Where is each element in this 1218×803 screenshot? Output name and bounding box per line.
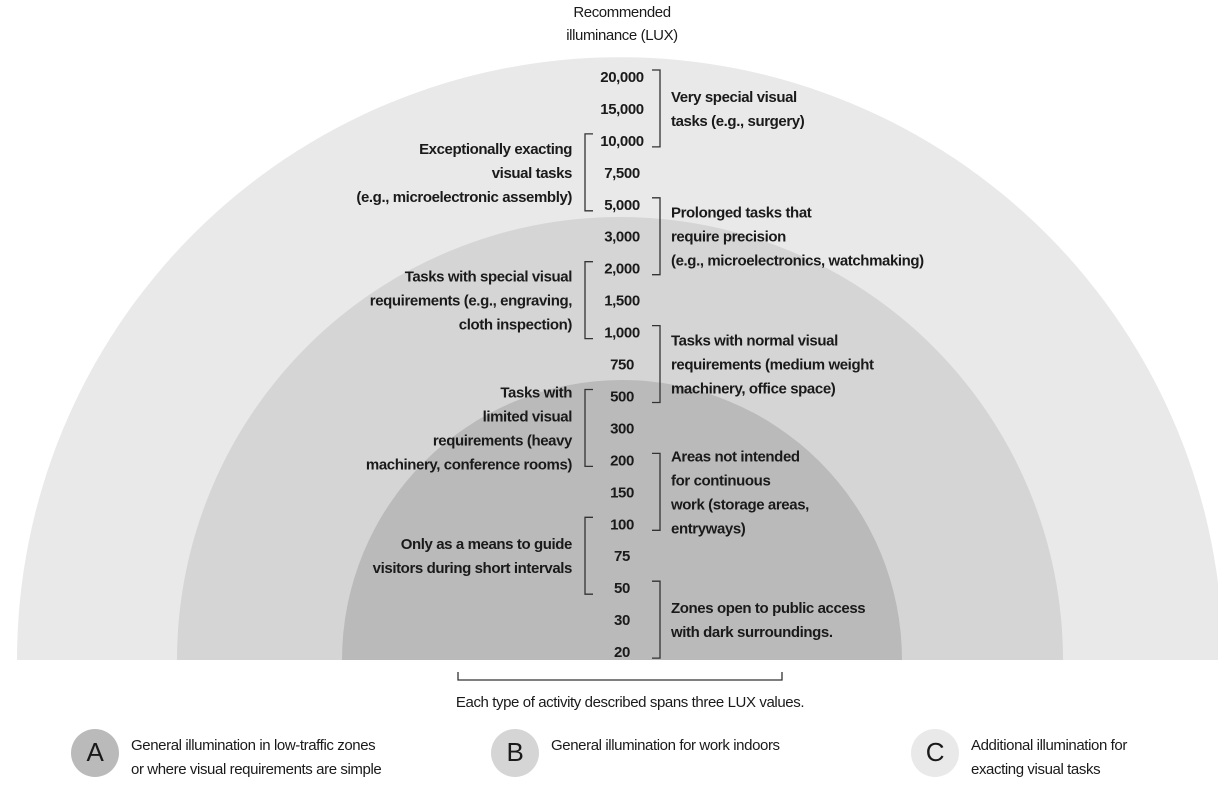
lux-value: 100 (610, 516, 634, 533)
legend-badge (911, 729, 959, 777)
span-bracket (457, 672, 783, 681)
bracket (652, 452, 661, 531)
legend-text: General illumination for work indoors (551, 737, 780, 754)
left-label: machinery, conference rooms) (366, 456, 573, 473)
left-label: cloth inspection) (459, 317, 573, 334)
bracket (584, 261, 593, 340)
left-label: Tasks with special visual (405, 269, 573, 286)
zone-a (342, 380, 902, 660)
right-label: Tasks with normal visual (671, 333, 838, 350)
left-label: requirements (e.g., engraving, (370, 293, 572, 310)
left-label: visual tasks (492, 165, 572, 182)
right-label: Prolonged tasks that (671, 205, 812, 222)
legend-letter: B (507, 737, 524, 767)
bracket (652, 324, 661, 404)
right-label: entryways) (671, 520, 746, 537)
left-label: Exceptionally exacting (419, 141, 572, 158)
lux-value: 5,000 (604, 197, 640, 214)
right-label: machinery, office space) (671, 381, 836, 398)
bracket (584, 133, 593, 212)
right-label: Areas not intended (671, 448, 800, 465)
lux-value: 75 (614, 548, 630, 565)
legend-badge (71, 729, 119, 777)
lux-value: 50 (614, 580, 630, 597)
legend-text: General illumination in low-traffic zone… (131, 737, 375, 754)
right-label: with dark surroundings. (670, 624, 833, 641)
right-label: work (storage areas, (670, 496, 809, 513)
lux-value: 30 (614, 612, 630, 629)
right-label: Zones open to public access (671, 600, 865, 617)
right-label: tasks (e.g., surgery) (671, 113, 805, 130)
legend-text: or where visual requirements are simple (131, 761, 381, 778)
left-label: Only as a means to guide (401, 536, 572, 553)
lux-value: 1,000 (604, 325, 640, 342)
legend-text: exacting visual tasks (971, 761, 1100, 778)
right-label: for continuous (671, 472, 770, 489)
lux-value: 200 (610, 452, 634, 469)
right-label: require precision (671, 229, 786, 246)
bracket (652, 69, 661, 148)
lux-value: 3,000 (604, 229, 640, 246)
left-label: visitors during short intervals (373, 560, 572, 577)
left-label: limited visual (483, 408, 573, 425)
lux-value: 300 (610, 420, 634, 437)
lux-value: 500 (610, 388, 634, 405)
right-label: (e.g., microelectronics, watchmaking) (671, 253, 924, 270)
lux-value: 150 (610, 484, 634, 501)
lux-value: 20 (614, 644, 630, 661)
bracket (584, 388, 593, 468)
right-label: Very special visual (671, 89, 797, 106)
left-label: Tasks with (500, 384, 572, 401)
bracket (652, 197, 661, 276)
legend-letter: A (87, 737, 105, 767)
header: Recommended (573, 4, 670, 21)
bracket (584, 516, 593, 595)
right-label: requirements (medium weight (671, 357, 874, 374)
lux-value: 20,000 (600, 69, 644, 86)
legend-letter: C (926, 737, 944, 767)
lux-value: 2,000 (604, 261, 640, 278)
footnote: Each type of activity described spans th… (456, 694, 804, 711)
header: illuminance (LUX) (566, 27, 678, 44)
left-label: (e.g., microelectronic assembly) (356, 189, 572, 206)
legend-text: Additional illumination for (971, 737, 1127, 754)
background (0, 660, 1218, 803)
lux-value: 750 (610, 357, 634, 374)
lux-value: 15,000 (600, 101, 644, 118)
lux-value: 1,500 (604, 293, 640, 310)
bracket (652, 580, 661, 659)
left-label: requirements (heavy (433, 432, 573, 449)
legend-badge (491, 729, 539, 777)
lux-value: 7,500 (604, 165, 640, 182)
lux-value: 10,000 (600, 133, 644, 150)
